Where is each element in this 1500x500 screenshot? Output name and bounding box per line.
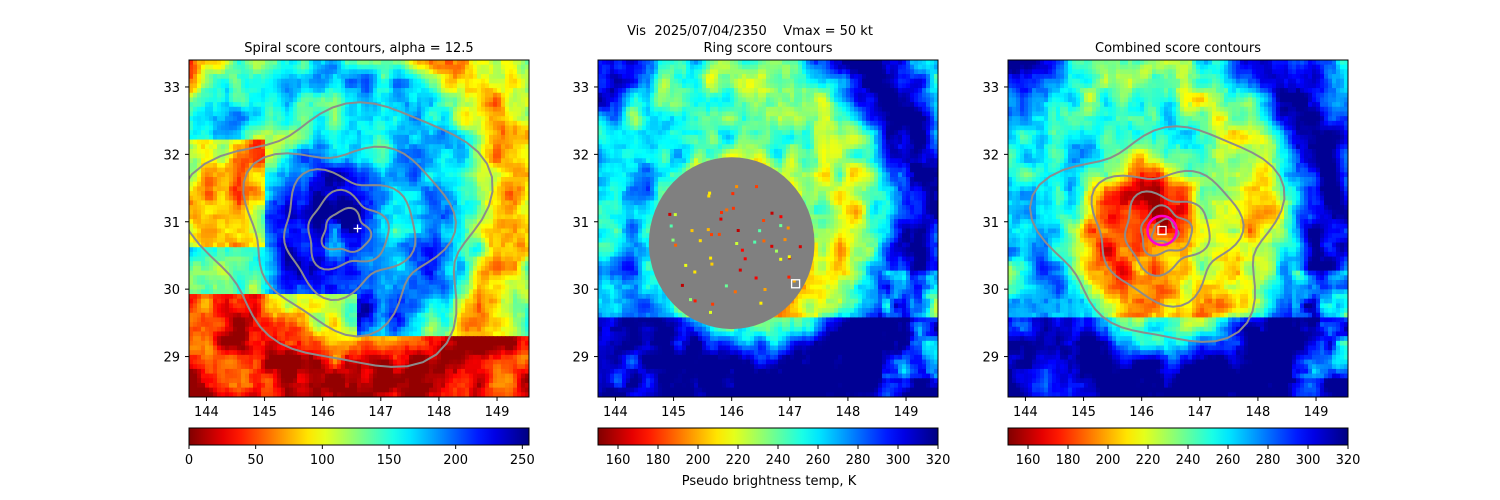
plot-frame bbox=[188, 59, 530, 398]
plot-frame bbox=[597, 59, 939, 398]
colorbar-tick-label: 260 bbox=[1216, 453, 1241, 468]
y-tick-label: 29 bbox=[982, 351, 999, 366]
x-tick-label: 149 bbox=[485, 405, 510, 420]
x-tick-label: 145 bbox=[1071, 405, 1096, 420]
y-tick-label: 32 bbox=[572, 148, 589, 163]
x-tick-label: 147 bbox=[777, 405, 802, 420]
panel-3: Combined score contours 144 145 146 147 148 14… bbox=[982, 41, 1360, 468]
x-tick-label: 148 bbox=[836, 405, 861, 420]
colorbar-tick-label: 180 bbox=[1056, 453, 1081, 468]
x-tick-label: 148 bbox=[427, 405, 452, 420]
y-tick-label: 29 bbox=[163, 351, 180, 366]
y-tick-label: 33 bbox=[982, 81, 999, 96]
colorbar-tick-label: 250 bbox=[510, 453, 535, 468]
y-tick-label: 29 bbox=[572, 351, 589, 366]
x-tick-label: 145 bbox=[661, 405, 686, 420]
panel-title: Spiral score contours, alpha = 12.5 bbox=[244, 41, 473, 56]
colorbar-tick-label: 240 bbox=[1176, 453, 1201, 468]
colorbar: 0 50 100 150 200 250 bbox=[185, 427, 535, 468]
colorbar-tick-label: 280 bbox=[1256, 453, 1281, 468]
satellite-image bbox=[1008, 60, 1348, 397]
colorbar-tick-label: 320 bbox=[1336, 453, 1361, 468]
colorbar-tick-label: 0 bbox=[185, 453, 193, 468]
x-tick-label: 146 bbox=[719, 405, 744, 420]
colorbar-tick-label: 220 bbox=[726, 453, 751, 468]
colorbar-tick-label: 180 bbox=[646, 453, 671, 468]
panel-title: Combined score contours bbox=[1095, 41, 1261, 56]
suptitle-text: Vis 2025/07/04/2350 Vmax = 50 kt bbox=[627, 24, 873, 39]
panel-1: Spiral score contours, alpha = 12.5 144 14… bbox=[163, 41, 534, 468]
y-tick-label: 32 bbox=[163, 148, 180, 163]
score-contours bbox=[189, 101, 494, 368]
y-tick-label: 30 bbox=[572, 283, 589, 298]
plot-frame bbox=[1007, 59, 1349, 398]
x-tick-label: 149 bbox=[894, 405, 919, 420]
colorbar-tick-label: 220 bbox=[1136, 453, 1161, 468]
x-tick-label: 147 bbox=[1187, 405, 1212, 420]
x-tick-label: 144 bbox=[603, 405, 628, 420]
colorbar-tick-label: 240 bbox=[766, 453, 791, 468]
x-tick-label: 144 bbox=[194, 405, 219, 420]
x-tick-label: 146 bbox=[310, 405, 335, 420]
center-plus-marker bbox=[353, 224, 362, 233]
colorbar-tick-label: 160 bbox=[1016, 453, 1041, 468]
y-tick-label: 31 bbox=[982, 216, 999, 231]
y-tick-label: 30 bbox=[163, 283, 180, 298]
x-tick-label: 145 bbox=[252, 405, 277, 420]
colorbar-tick-label: 150 bbox=[377, 453, 402, 468]
x-tick-label: 147 bbox=[368, 405, 393, 420]
y-tick-label: 32 bbox=[982, 148, 999, 163]
colorbar-tick-label: 160 bbox=[606, 453, 631, 468]
y-tick-label: 30 bbox=[982, 283, 999, 298]
colorbar-tick-label: 260 bbox=[806, 453, 831, 468]
y-tick-label: 31 bbox=[163, 216, 180, 231]
colorbar-tick-label: 300 bbox=[1296, 453, 1321, 468]
colorbar-tick-label: 200 bbox=[686, 453, 711, 468]
colorbar-tick-label: 50 bbox=[247, 453, 264, 468]
center-square-marker bbox=[790, 279, 801, 289]
colorbar-tick-label: 300 bbox=[886, 453, 911, 468]
colorbar-tick-label: 320 bbox=[926, 453, 951, 468]
panel-2: Ring score contours 144 145 146 147 148 149 29 3… bbox=[572, 41, 950, 468]
y-tick-label: 33 bbox=[163, 81, 180, 96]
colorbar: 160 180 200 220 240 260 280 300 320 bbox=[597, 427, 951, 468]
x-tick-label: 148 bbox=[1246, 405, 1271, 420]
colorbar: 160 180 200 220 240 260 280 300 320 bbox=[1007, 427, 1361, 468]
figure-suptitle: Vis 2025/07/04/2350 Vmax = 50 kt bbox=[0, 24, 1500, 39]
x-tick-label: 144 bbox=[1013, 405, 1038, 420]
y-tick-label: 33 bbox=[572, 81, 589, 96]
satellite-image bbox=[598, 60, 938, 397]
score-contours bbox=[1028, 125, 1286, 343]
x-tick-label: 146 bbox=[1129, 405, 1154, 420]
panel-title: Ring score contours bbox=[703, 41, 832, 56]
x-tick-label: 149 bbox=[1304, 405, 1329, 420]
ring-score-mask bbox=[648, 157, 815, 330]
colorbar-label: Pseudo brightness temp, K bbox=[682, 474, 857, 489]
colorbar-tick-label: 200 bbox=[443, 453, 468, 468]
colorbar-tick-label: 200 bbox=[1096, 453, 1121, 468]
colorbar-tick-label: 100 bbox=[310, 453, 335, 468]
center-fix-ring bbox=[1146, 214, 1178, 247]
y-tick-label: 31 bbox=[572, 216, 589, 231]
colorbar-tick-label: 280 bbox=[846, 453, 871, 468]
center-square-marker bbox=[1157, 225, 1167, 236]
